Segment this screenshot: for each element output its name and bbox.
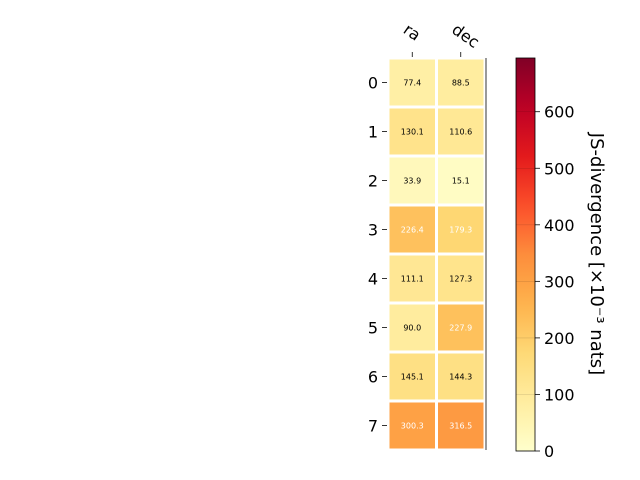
heatmap-cell-r3-dec [438,206,484,253]
colorbar-tick-label: 200 [544,329,575,348]
heatmap-cell-r3-ra [389,206,435,253]
cell-value-label: 144.3 [449,373,472,382]
cell-value-label: 15.1 [452,177,470,186]
cell-value-label: 33.9 [403,177,421,186]
cell-value-label: 111.1 [401,275,424,284]
row-label-3: 3 [368,221,378,240]
row-labels: 0 1 2 3 4 5 6 7 [368,74,387,436]
column-label-dec: dec [448,20,482,52]
colorbar-label: JS-divergence [×10⁻³ nats] [586,132,607,375]
heatmap-cell-r2-dec [438,157,484,204]
heatmap-cell-r0-dec [438,59,484,106]
heatmap-cell-r4-dec [438,255,484,302]
heatmap-cell-r6-dec [438,353,484,400]
cell-value-label: 130.1 [401,128,424,137]
cell-value-label: 145.1 [401,373,424,382]
cell-value-label: 316.5 [449,422,472,431]
colorbar-ticks: 0 100 200 300 400 500 600 [516,103,575,461]
colorbar: 0 100 200 300 400 500 600 JS-divergence [×10⁻³… [515,57,607,461]
heatmap-cell-r0-ra [389,59,435,106]
cell-value-label: 127.3 [449,275,472,284]
heatmap-cell-r7-ra [389,402,435,449]
colorbar-gradient [515,57,536,452]
colorbar-tick-label: 0 [544,442,554,461]
cell-value-label: 77.4 [403,79,421,88]
heatmap-cell-r2-ra [389,157,435,204]
heatmap-cell-r7-dec [438,402,484,449]
cell-value-label: 227.9 [449,324,472,333]
heatmap-cell-r1-dec [438,108,484,155]
heatmap-cell-r6-ra [389,353,435,400]
column-labels: ra dec [400,20,483,57]
heatmap-cells: 77.4 88.5 130.1 110.6 33.9 15.1 226.4 179.3 111.… [389,59,484,449]
row-label-4: 4 [368,270,378,289]
cell-value-label: 226.4 [401,226,424,235]
colorbar-tick-label: 600 [544,103,575,122]
colorbar-tick-label: 300 [544,272,575,291]
row-label-1: 1 [368,123,378,142]
cell-value-label: 300.3 [401,422,424,431]
heatmap-cell-r1-ra [389,108,435,155]
row-label-5: 5 [368,319,378,338]
row-label-7: 7 [368,417,378,436]
heatmap-cell-r5-ra [389,304,435,351]
row-label-6: 6 [368,368,378,387]
cell-value-label: 179.3 [449,226,472,235]
colorbar-tick-label: 400 [544,216,575,235]
cell-value-label: 90.0 [403,324,421,333]
column-label-ra: ra [400,20,424,45]
cell-value-label: 110.6 [449,128,472,137]
row-label-2: 2 [368,172,378,191]
row-label-0: 0 [368,74,378,93]
cell-value-label: 88.5 [452,79,470,88]
colorbar-tick-label: 500 [544,159,575,178]
heatmap-cell-r4-ra [389,255,435,302]
heatmap-cell-r5-dec [438,304,484,351]
colorbar-tick-label: 100 [544,385,575,404]
